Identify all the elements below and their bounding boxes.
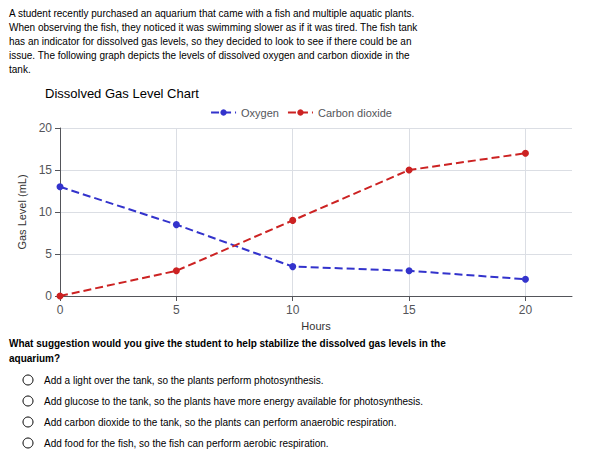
svg-text:What suggestion would you give: What suggestion would you give the stude…: [9, 338, 446, 349]
svg-text:Gas Level (mL): Gas Level (mL): [16, 174, 28, 249]
svg-text:20: 20: [39, 121, 53, 135]
svg-text:has an indicator for dissolved: has an indicator for dissolved gas level…: [9, 36, 411, 47]
svg-text:aquarium?: aquarium?: [9, 353, 60, 364]
svg-text:A student recently purchased a: A student recently purchased an aquarium…: [9, 8, 414, 19]
svg-text:Add a light over the tank, so: Add a light over the tank, so the plants…: [44, 375, 324, 386]
svg-text:5: 5: [45, 247, 52, 261]
svg-text:Hours: Hours: [301, 320, 331, 332]
svg-text:20: 20: [519, 303, 533, 317]
svg-text:When observing the fish, they: When observing the fish, they noticed it…: [9, 22, 418, 33]
svg-text:10: 10: [39, 205, 53, 219]
svg-text:Add food for the fish, so the: Add food for the fish, so the fish can p…: [44, 438, 329, 449]
svg-text:0: 0: [45, 289, 52, 303]
svg-text:15: 15: [39, 163, 53, 177]
svg-text:5: 5: [173, 303, 180, 317]
svg-text:Add glucose to the tank, so th: Add glucose to the tank, so the plants h…: [44, 396, 423, 407]
svg-text:tank.: tank.: [9, 64, 31, 75]
svg-text:0: 0: [57, 303, 64, 317]
svg-text:15: 15: [402, 303, 416, 317]
svg-text:issue. The following graph dep: issue. The following graph depicts the l…: [9, 50, 410, 61]
svg-text:Add carbon dioxide to the tank: Add carbon dioxide to the tank, so the p…: [44, 417, 396, 428]
svg-text:10: 10: [286, 303, 300, 317]
svg-text:Dissolved Gas Level Chart: Dissolved Gas Level Chart: [45, 86, 199, 101]
svg-text:Oxygen: Oxygen: [241, 107, 279, 119]
svg-text:Carbon dioxide: Carbon dioxide: [318, 107, 392, 119]
